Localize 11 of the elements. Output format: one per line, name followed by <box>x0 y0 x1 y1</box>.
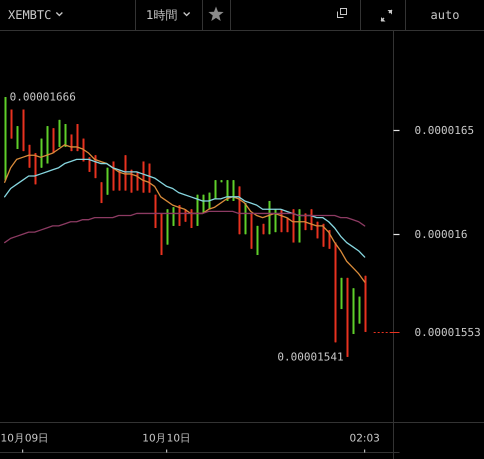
x-tick-label: 02:03 <box>350 432 380 444</box>
text: auto <box>430 8 460 22</box>
x-tick-label: 10月09日 <box>0 432 50 444</box>
x-tick-label: 10月10日 <box>142 432 192 444</box>
annotation: 0.00001666 <box>10 90 76 104</box>
annotation: 0.00001541 <box>277 350 344 364</box>
y-tick-label: 0.0000165 <box>414 124 474 138</box>
chart-subtitle: 1時間 <box>146 8 178 22</box>
chart-title: XEMBTC <box>8 8 52 22</box>
y-tick-label: 0.000016 <box>414 228 468 242</box>
ref-line-label: 0.00001553 <box>414 326 481 340</box>
